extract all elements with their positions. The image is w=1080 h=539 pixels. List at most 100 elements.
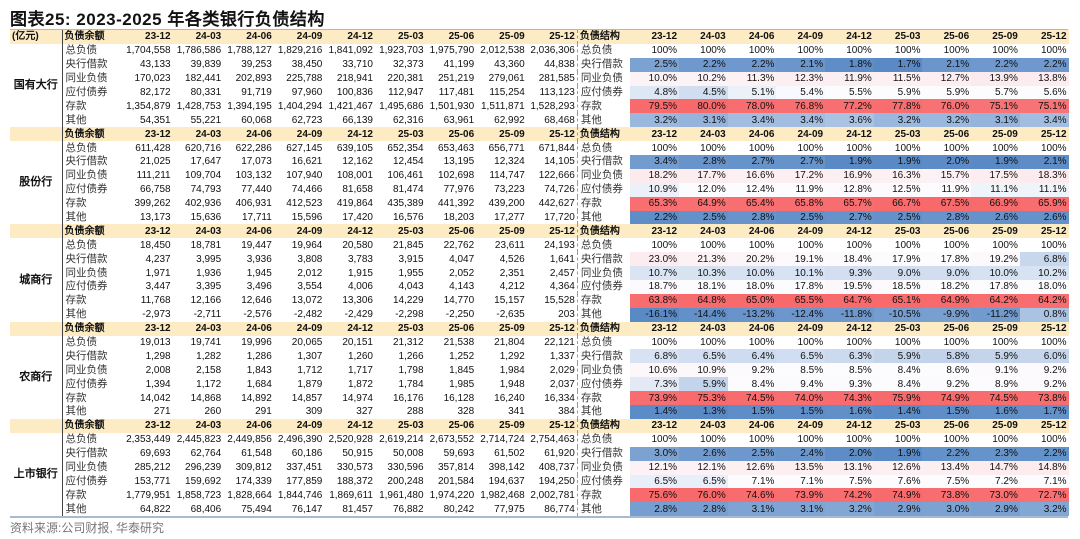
- balance-cell: 21,538: [443, 337, 475, 349]
- balance-cell: 182,441: [185, 73, 222, 85]
- period-header: 24-09: [776, 321, 826, 336]
- balance-cell: 16,128: [443, 392, 475, 404]
- balance-cell: 33,710: [342, 59, 373, 71]
- share-cell: 10.3%: [679, 266, 728, 281]
- share-cell: 17.8%: [776, 280, 826, 294]
- balance-cell: -2,298: [395, 309, 424, 321]
- period-header: 25-03: [873, 224, 923, 239]
- balance-cell: 66,758: [140, 184, 171, 196]
- period-header: 23-12: [122, 127, 173, 142]
- balance-cell: 2,037: [526, 377, 578, 392]
- share-cell: -13.2%: [727, 307, 777, 322]
- share-cell: 7.2%: [971, 474, 1020, 489]
- balance-cell: 16,240: [494, 392, 525, 404]
- balance-cell: 13,195: [443, 156, 475, 168]
- period-header: 24-12: [324, 418, 375, 433]
- item-label: 应付债券: [65, 377, 108, 390]
- share-cell: 8.4%: [873, 363, 923, 378]
- share-cell: 3.2%: [825, 502, 874, 517]
- table-row: 农商行 总负债 19,013 19,741 19,996 20,065 20,151 21,3…: [10, 335, 1069, 419]
- share-cell: 75.1%: [971, 99, 1020, 114]
- period-header: 25-03: [873, 321, 923, 336]
- balance-cell: 3,783: [347, 253, 373, 265]
- item-label: 其他: [65, 405, 87, 418]
- share-cell: 2.6%: [1019, 210, 1069, 225]
- balance-cell: -2,482: [294, 309, 323, 321]
- share-cell: 73.8%: [922, 488, 972, 503]
- balance-cell: 68,468: [526, 113, 578, 128]
- balance-cell: 122,666: [526, 168, 578, 183]
- right-header: 负债结构: [577, 127, 631, 142]
- share-cell: 77.2%: [825, 99, 874, 114]
- share-cell: 5.9%: [922, 85, 972, 100]
- balance-cell: 4,043: [398, 281, 424, 293]
- balance-cell: 18,203: [443, 212, 475, 224]
- balance-cell: 17,720: [526, 210, 578, 225]
- balance-cell: 1,879: [297, 378, 323, 390]
- unit-label: [10, 321, 63, 336]
- balance-cell: 225,788: [286, 73, 323, 85]
- period-header: 24-12: [825, 321, 874, 336]
- balance-cell: 76,147: [291, 503, 323, 515]
- period-header: 24-09: [273, 127, 325, 142]
- balance-cell: 22,121: [526, 335, 578, 350]
- balance-cell: 406,931: [235, 198, 272, 210]
- balance-cell: 337,451: [286, 462, 323, 474]
- share-cell: 5.9%: [873, 349, 923, 364]
- share-cell: 4.5%: [679, 85, 728, 100]
- balance-cell: 2,449,856: [227, 434, 272, 446]
- balance-cell: 1,252: [449, 350, 475, 362]
- item-label: 同业负债: [580, 266, 623, 279]
- balance-cell: 2,754,463: [526, 432, 578, 447]
- share-cell: 100%: [894, 337, 921, 349]
- balance-cell: 2,008: [145, 364, 171, 376]
- balance-cell: 63,961: [443, 114, 475, 126]
- balance-cell: 399,262: [134, 198, 171, 210]
- balance-cell: 81,658: [342, 184, 373, 196]
- table-row: 其他 54,351 55,221 60,068 62,723 66,139 62,316 63…: [10, 113, 1069, 128]
- share-cell: 100%: [700, 337, 726, 349]
- share-cell: 64.9%: [679, 196, 728, 211]
- balance-cell: 43,360: [494, 59, 525, 71]
- balance-cell: 330,596: [387, 462, 424, 474]
- bank-group-label: 国有大行: [10, 43, 63, 128]
- share-cell: 100%: [1040, 142, 1067, 154]
- balance-cell: 341: [508, 406, 525, 418]
- balance-cell: 77,440: [241, 184, 272, 196]
- balance-cell: 281,585: [526, 71, 578, 86]
- balance-cell: 1,684: [246, 378, 272, 390]
- table-row: 央行借款 21,025 17,647 17,073 16,621 12,162 12,454…: [10, 155, 1069, 169]
- balance-cell: 61,548: [241, 448, 272, 460]
- item-label: 应付债券: [580, 183, 623, 196]
- share-cell: 5.9%: [971, 349, 1020, 364]
- period-header: 25-12: [1019, 127, 1069, 142]
- share-cell: 2.9%: [971, 502, 1020, 517]
- balance-cell: 251,219: [438, 73, 475, 85]
- balance-cell: 13,306: [342, 295, 373, 307]
- balance-cell: 652,354: [387, 142, 424, 154]
- item-label: 应付债券: [580, 280, 623, 293]
- group-header-row: (亿元) 负债余额 23-12 24-03 24-06 24-09 24-12 25-03 25…: [10, 30, 1069, 44]
- period-header: 25-06: [425, 127, 477, 142]
- share-cell: 7.1%: [1019, 474, 1069, 489]
- balance-cell: 177,859: [286, 475, 323, 487]
- item-label: 央行借款: [580, 252, 623, 265]
- item-label: 同业负债: [580, 169, 623, 182]
- period-header: 25-06: [922, 127, 972, 142]
- share-cell: 2.2%: [1019, 57, 1069, 72]
- balance-cell: 3,995: [196, 253, 222, 265]
- balance-cell: 327: [356, 406, 373, 418]
- share-cell: 65.8%: [776, 196, 826, 211]
- period-header: 23-12: [630, 321, 680, 336]
- table-row: 同业负债 2,008 2,158 1,843 1,712 1,717 1,798 1,845 1…: [10, 363, 1069, 378]
- table-row: 其他 271 260 291 309 327 288 328 341 384 其他 1.4% 1.3% 1…: [10, 405, 1069, 419]
- share-cell: 1.5%: [727, 405, 777, 419]
- balance-cell: 14,857: [291, 392, 323, 404]
- table-row: 城商行 总负债 18,450 18,781 19,447 19,964 20,580 21,8…: [10, 238, 1069, 322]
- unit-label: [10, 127, 63, 142]
- balance-cell: 1,282: [196, 350, 222, 362]
- item-label: 同业负债: [65, 169, 108, 182]
- share-cell: 100%: [1040, 337, 1067, 349]
- table-row: 同业负债 285,212 296,239 309,812 337,451 330,573 3…: [10, 460, 1069, 475]
- item-label: 其他: [65, 502, 87, 515]
